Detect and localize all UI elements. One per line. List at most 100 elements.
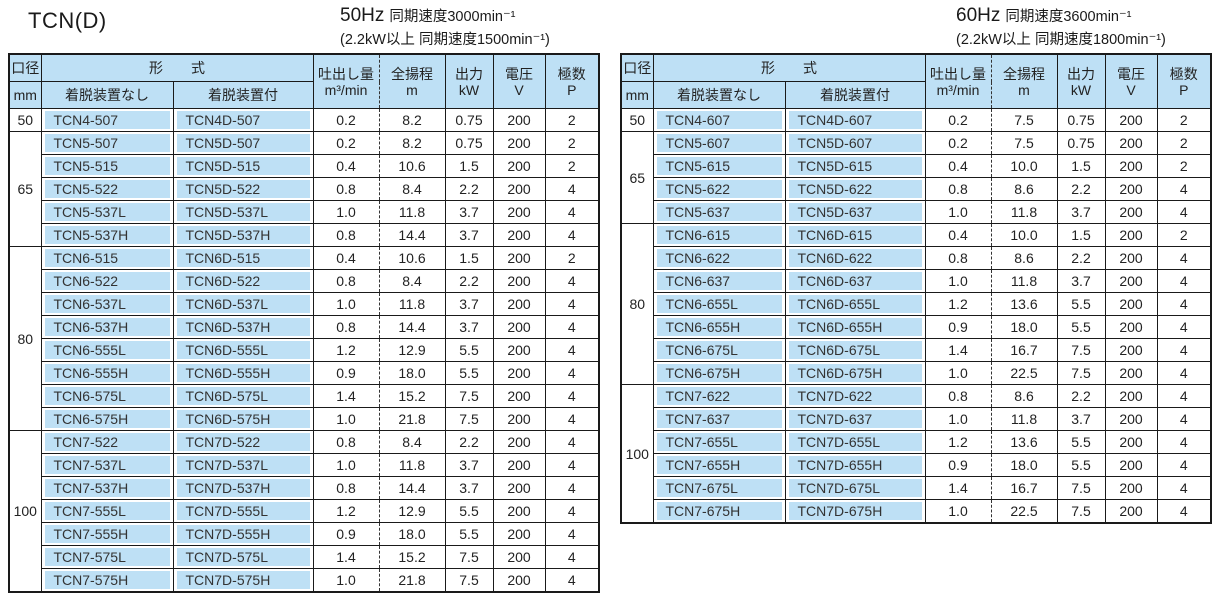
- model-chip: TCN7D-622: [788, 387, 922, 405]
- model-chip: TCN7-537H: [44, 479, 170, 497]
- flow-cell: 0.2: [924, 108, 992, 132]
- model-chip: TCN7D-555H: [176, 525, 310, 543]
- model-without-cell: TCN7-655H: [652, 453, 786, 477]
- voltage-label-unit: V: [514, 81, 524, 98]
- model-chip: TCN7D-537H: [176, 479, 310, 497]
- flow-cell: 0.8: [312, 430, 380, 454]
- model-chip: TCN6-637: [656, 272, 782, 290]
- table-row: 80 TCN6-615 TCN6D-615 0.4 10.0 1.5 200 2: [620, 223, 1212, 385]
- output-cell: 7.5: [1056, 338, 1106, 362]
- output-cell: 2.2: [444, 430, 494, 454]
- model-without-cell: TCN5-515: [40, 154, 174, 178]
- sync-speed-note-50hz: (2.2kW以上 同期速度1500min⁻¹): [340, 31, 550, 48]
- flow-label-unit: m³/min: [324, 81, 368, 98]
- header-row-1: 口径 形 式 吐出し量 m³/min 全揚程 m 出力 kW 電圧 V: [620, 53, 1212, 109]
- model-chip: TCN7-675L: [656, 479, 782, 497]
- flow-cell: 0.2: [312, 131, 380, 155]
- poles-cell: 4: [544, 292, 600, 316]
- model-chip: TCN5-637: [656, 203, 782, 221]
- voltage-cell: 200: [1104, 292, 1158, 316]
- head-cell: 13.6: [990, 430, 1058, 454]
- model-with-cell: TCN6D-675L: [784, 338, 926, 362]
- output-cell: 5.5: [444, 499, 494, 523]
- head-cell: 10.6: [378, 154, 446, 178]
- col-flow-label: 吐出し量 m³/min: [312, 53, 380, 109]
- output-cell: 7.5: [1056, 499, 1106, 524]
- output-cell: 3.7: [1056, 269, 1106, 293]
- flow-cell: 0.8: [924, 177, 992, 201]
- model-without-cell: TCN6-675H: [652, 361, 786, 385]
- poles-cell: 4: [1156, 246, 1212, 270]
- head-cell: 8.6: [990, 177, 1058, 201]
- head-cell: 12.9: [378, 499, 446, 523]
- table-row: TCN7-537H TCN7D-537H 0.8 14.4 3.7 200 4: [9, 476, 600, 500]
- poles-cell: 4: [1156, 407, 1212, 431]
- head-cell: 11.8: [990, 269, 1058, 293]
- model-without-cell: TCN7-537L: [40, 453, 174, 477]
- voltage-cell: 200: [1104, 338, 1158, 362]
- model-without-cell: TCN7-555H: [40, 522, 174, 546]
- page-title: TCN(D): [28, 8, 107, 33]
- poles-cell: 2: [544, 154, 600, 178]
- poles-cell: 4: [1156, 292, 1212, 316]
- model-chip: TCN7D-555L: [176, 502, 310, 520]
- flow-cell: 0.9: [924, 453, 992, 477]
- model-chip: TCN6-622: [656, 249, 782, 267]
- col-diameter-label: 口径: [8, 53, 42, 82]
- model-chip: TCN4D-507: [176, 111, 310, 129]
- model-chip: TCN7-555L: [44, 502, 170, 520]
- diameter-cell: 100: [8, 430, 42, 593]
- table-row: TCN5-537L TCN5D-537L 1.0 11.8 3.7 200 4: [9, 200, 600, 224]
- model-with-cell: TCN7D-555L: [172, 499, 314, 523]
- flow-cell: 0.9: [312, 522, 380, 546]
- model-chip: TCN6D-555L: [176, 341, 310, 359]
- col-diameter-label: 口径: [620, 53, 654, 82]
- poles-cell: 2: [544, 246, 600, 270]
- head-cell: 10.0: [990, 154, 1058, 178]
- flow-cell: 0.9: [924, 315, 992, 339]
- voltage-cell: 200: [492, 499, 546, 523]
- model-chip: TCN6D-655L: [788, 295, 922, 313]
- model-chip: TCN5D-622: [788, 180, 922, 198]
- spec-table-60hz: 口径 形 式 吐出し量 m³/min 全揚程 m 出力 kW 電圧 V: [620, 53, 1212, 524]
- head-cell: 8.2: [378, 108, 446, 132]
- col-model-with-label: 着脱装置付: [784, 81, 926, 109]
- voltage-cell: 200: [492, 476, 546, 500]
- head-cell: 11.8: [378, 292, 446, 316]
- poles-cell: 4: [1156, 338, 1212, 362]
- model-chip: TCN6D-555H: [176, 364, 310, 382]
- model-with-cell: TCN7D-575H: [172, 568, 314, 593]
- model-without-cell: TCN7-537H: [40, 476, 174, 500]
- flow-cell: 0.2: [312, 108, 380, 132]
- model-chip: TCN4D-607: [788, 111, 922, 129]
- table-row: TCN5-522 TCN5D-522 0.8 8.4 2.2 200 4: [9, 177, 600, 201]
- head-cell: 18.0: [378, 522, 446, 546]
- poles-cell: 4: [544, 338, 600, 362]
- model-without-cell: TCN5-507: [40, 131, 174, 155]
- poles-cell: 4: [1156, 384, 1212, 408]
- voltage-cell: 200: [1104, 269, 1158, 293]
- table-row: TCN6-655L TCN6D-655L 1.2 13.6 5.5 200 4: [621, 292, 1212, 316]
- table-row: TCN7-555H TCN7D-555H 0.9 18.0 5.5 200 4: [9, 522, 600, 546]
- model-chip: TCN7D-675H: [788, 502, 922, 520]
- flow-cell: 1.2: [312, 338, 380, 362]
- model-chip: TCN6-555L: [44, 341, 170, 359]
- poles-label-unit: P: [1179, 81, 1189, 98]
- model-chip: TCN6D-515: [176, 249, 310, 267]
- col-model-group-label: 形 式: [40, 53, 314, 82]
- model-with-cell: TCN7D-675L: [784, 476, 926, 500]
- head-label-unit: m: [406, 81, 418, 98]
- table-row: TCN5-615 TCN5D-615 0.4 10.0 1.5 200 2: [621, 154, 1212, 178]
- voltage-cell: 200: [1104, 361, 1158, 385]
- model-chip: TCN7D-655H: [788, 456, 922, 474]
- flow-cell: 0.8: [312, 177, 380, 201]
- model-without-cell: TCN5-537H: [40, 223, 174, 247]
- model-chip: TCN5-622: [656, 180, 782, 198]
- col-flow-label: 吐出し量 m³/min: [924, 53, 992, 109]
- flow-cell: 1.0: [312, 407, 380, 431]
- voltage-cell: 200: [492, 200, 546, 224]
- model-without-cell: TCN7-655L: [652, 430, 786, 454]
- flow-cell: 1.0: [924, 407, 992, 431]
- head-cell: 15.2: [378, 545, 446, 569]
- head-cell: 18.0: [990, 315, 1058, 339]
